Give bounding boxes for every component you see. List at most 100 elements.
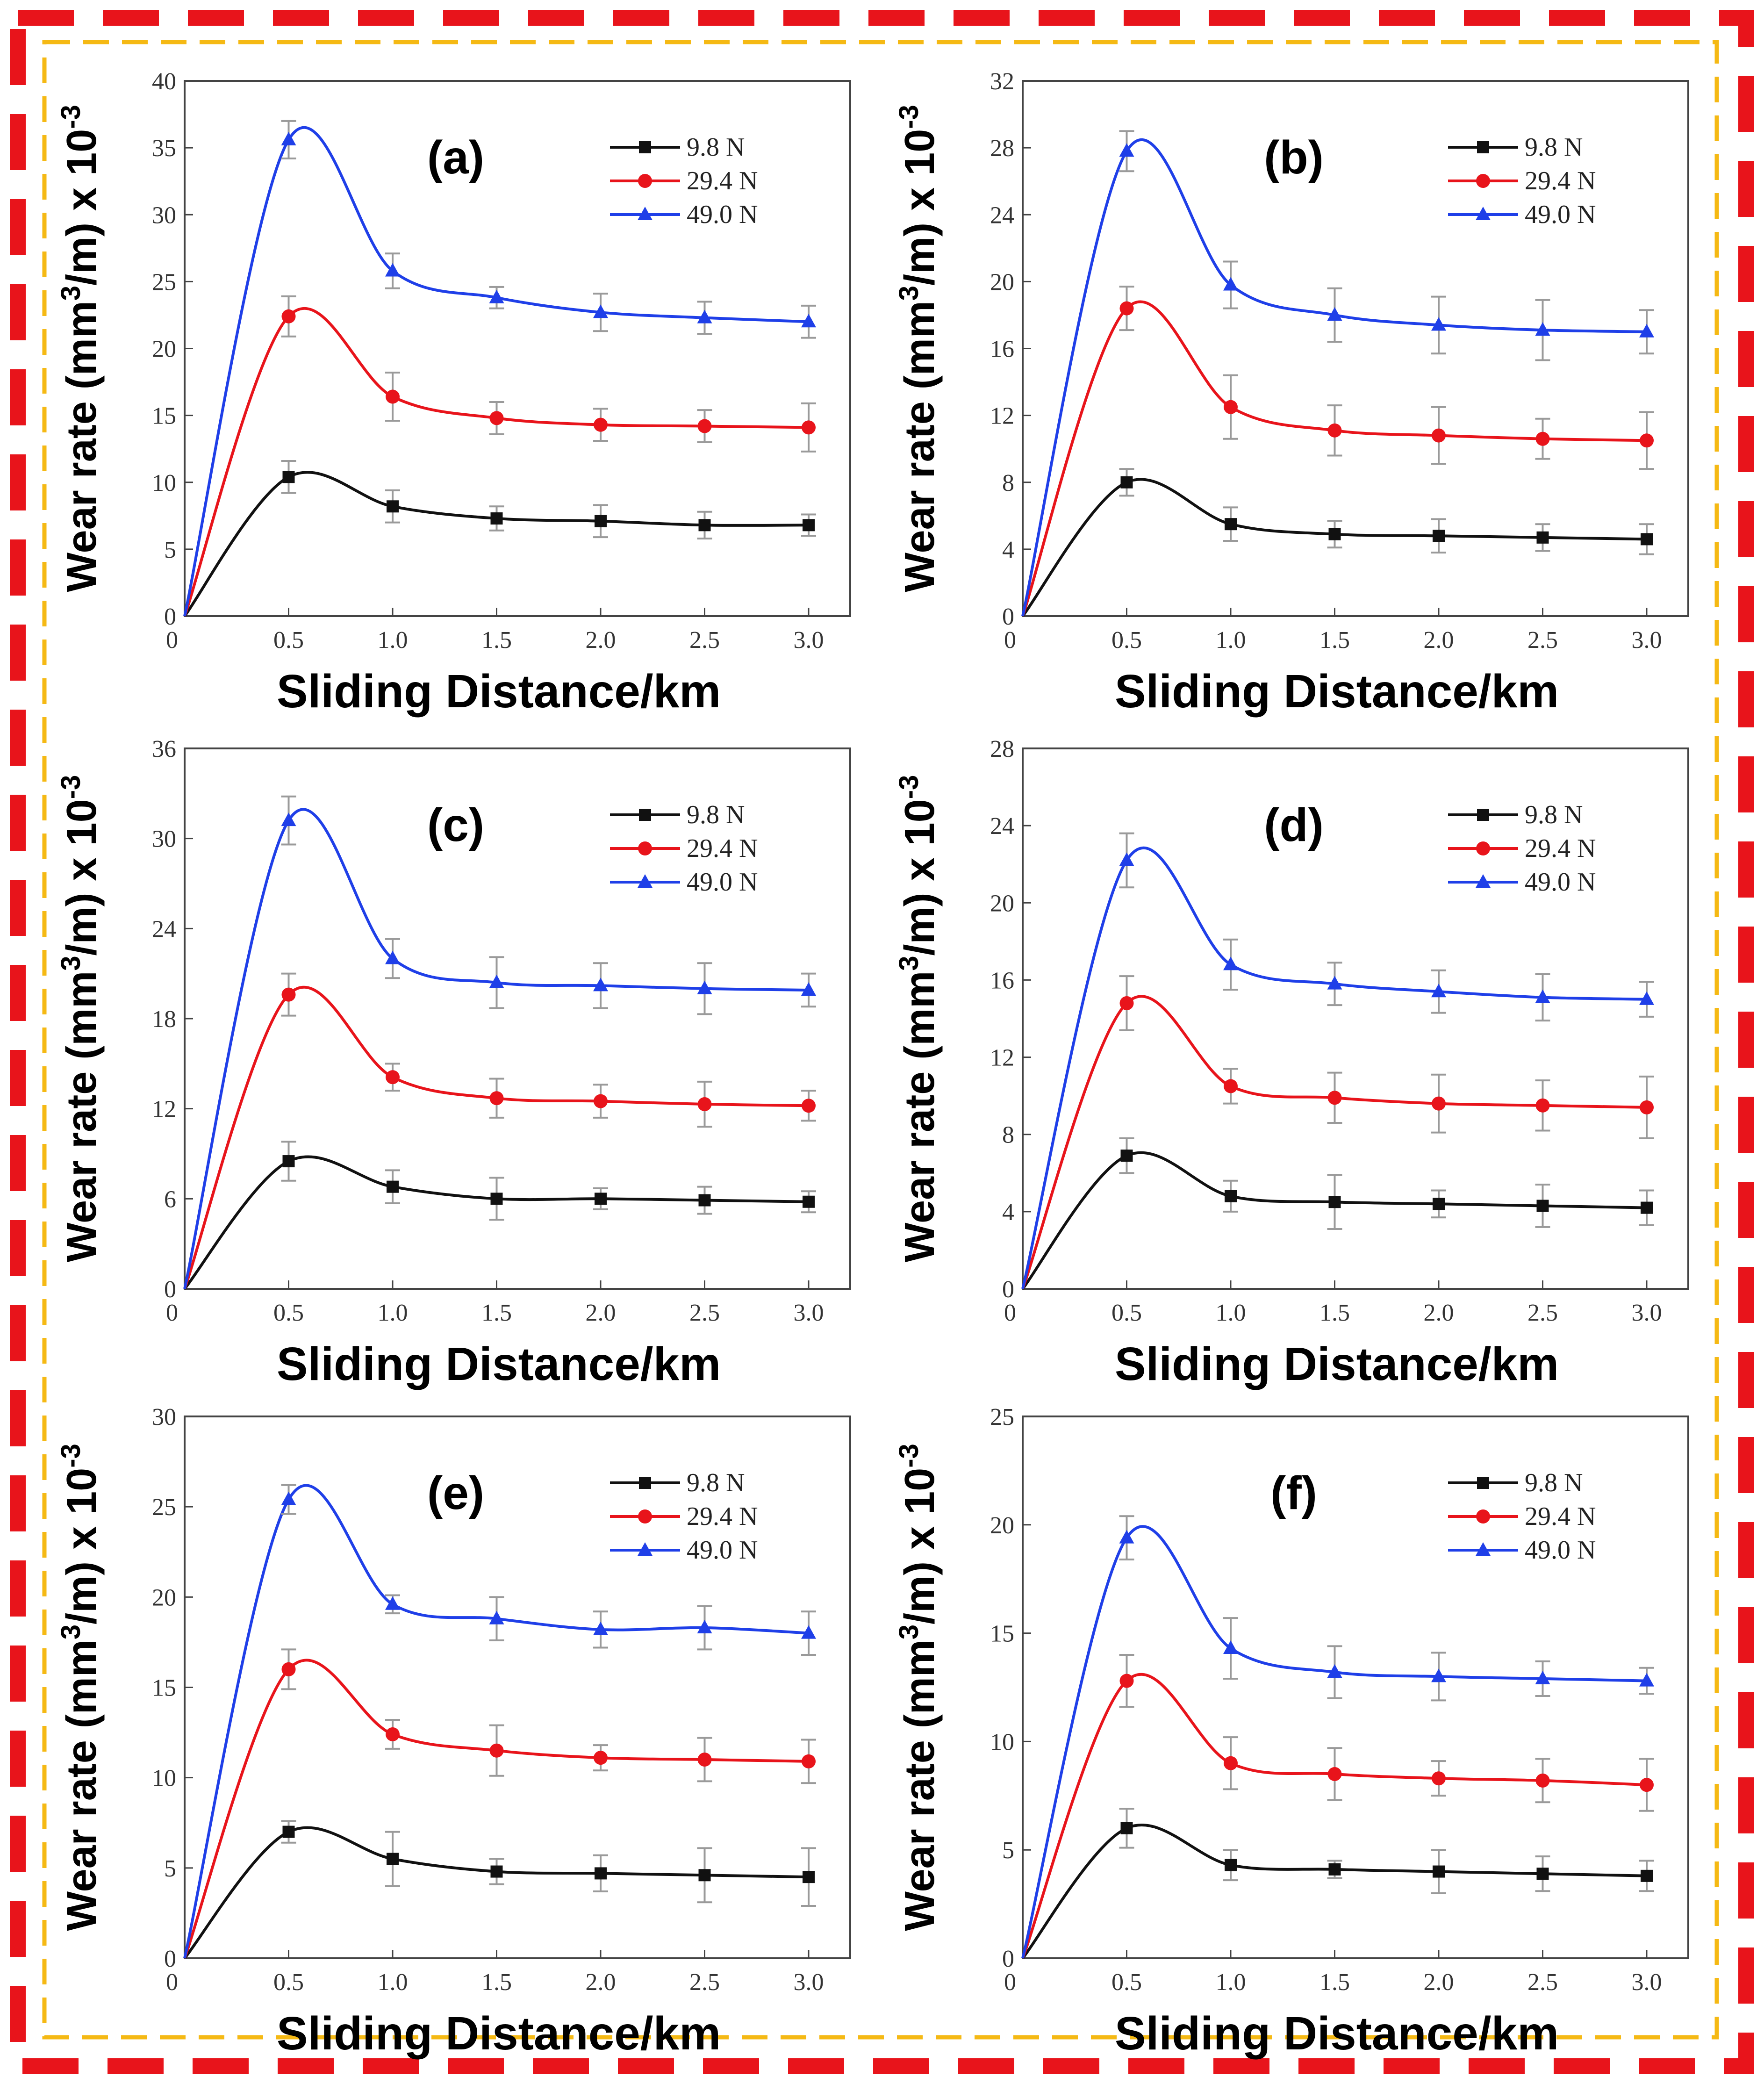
series-line [1021, 300, 1647, 617]
x-tick-label: 1.0 [1216, 1300, 1246, 1326]
data-point [1432, 428, 1446, 443]
x-tick-label: 1.5 [481, 627, 512, 654]
x-tick-label: 0 [166, 1969, 178, 1996]
x-tick-label: 0 [1004, 1300, 1016, 1326]
series-line [183, 126, 809, 617]
data-point [1327, 1767, 1342, 1781]
panel-label: (e) [427, 1467, 484, 1519]
data-point [1225, 1190, 1237, 1202]
legend-label: 9.8 N [1525, 133, 1583, 162]
data-point [1432, 1096, 1446, 1111]
data-point [697, 1097, 712, 1112]
series-line [1021, 995, 1647, 1290]
data-point [801, 314, 816, 328]
legend-marker [1477, 141, 1489, 153]
series-9-8-n [1021, 1137, 1654, 1290]
legend-label: 49.0 N [1525, 200, 1596, 229]
x-tick-label: 0 [1004, 1969, 1016, 1996]
legend: 9.8 N 29.4 N 49.0 N [1448, 800, 1596, 897]
x-tick-label: 0.5 [273, 1969, 304, 1996]
data-point [801, 982, 816, 996]
y-tick-label: 36 [152, 736, 176, 762]
data-point [1328, 528, 1341, 540]
x-tick-label: 1.0 [378, 1969, 408, 1996]
data-point [1119, 301, 1134, 316]
legend-label: 49.0 N [687, 200, 758, 229]
y-tick-label: 35 [152, 135, 176, 162]
data-point [697, 309, 712, 323]
y-tick-label: 32 [990, 68, 1014, 95]
data-point [387, 500, 399, 513]
legend-label: 29.4 N [687, 1502, 758, 1531]
legend-label: 49.0 N [687, 1536, 758, 1565]
data-point [1431, 984, 1446, 998]
data-point [697, 1620, 712, 1634]
data-point [1327, 307, 1342, 321]
series-9-8-n [183, 460, 816, 617]
data-point [1433, 1198, 1445, 1210]
x-tick-label: 2.0 [1424, 627, 1454, 654]
legend-marker [1477, 809, 1489, 821]
data-point [594, 1094, 608, 1108]
legend-marker [638, 174, 652, 188]
y-tick-label: 10 [990, 1729, 1014, 1755]
y-tick-label: 5 [164, 1855, 176, 1882]
legend-label: 49.0 N [687, 868, 758, 897]
y-tick-label: 4 [1002, 1199, 1014, 1226]
x-tick-label: 3.0 [794, 627, 824, 654]
x-tick-label: 3.0 [1632, 1300, 1662, 1326]
data-point [282, 1155, 295, 1168]
data-point [1223, 956, 1238, 970]
data-point [489, 411, 504, 425]
data-point [1119, 852, 1134, 866]
legend-label: 29.4 N [687, 834, 758, 863]
legend-marker [1476, 1509, 1490, 1523]
legend-marker [638, 874, 653, 888]
data-point [1328, 1196, 1341, 1208]
x-tick-label: 1.5 [1319, 627, 1350, 654]
x-tick-label: 2.0 [1424, 1300, 1454, 1326]
data-point [1640, 433, 1654, 448]
data-point [489, 289, 504, 303]
chart-panel-f: 0 5 10 15 20 25 0 0.5 1.0 1.5 2.0 2.5 3.0 9.8 N 29.4 N… [894, 1404, 1689, 2060]
series-9-8-n [1021, 1808, 1654, 1959]
chart-panel-a: 0 5 10 15 20 25 30 35 40 0 0.5 1.0 1.5 2.0 2.5 3.0 9.8 N… [56, 68, 851, 718]
data-point [1119, 1530, 1134, 1544]
y-tick-label: 12 [152, 1096, 176, 1123]
x-axis-title: Sliding Distance/km [1115, 2007, 1559, 2060]
legend-marker [638, 1509, 652, 1523]
x-tick-label: 2.0 [586, 627, 616, 654]
data-point [803, 1871, 815, 1883]
y-tick-label: 0 [164, 1946, 176, 1972]
data-point [802, 1099, 816, 1113]
legend-marker [1476, 207, 1491, 220]
data-point [698, 1194, 711, 1207]
legend-marker [639, 141, 651, 153]
data-point [490, 1193, 503, 1205]
legend-label: 9.8 N [687, 133, 745, 162]
y-tick-label: 20 [990, 269, 1014, 295]
series-29-4-n [183, 1648, 816, 1959]
y-axis-title: Wear rate (mm3/m) x 10-3 [56, 1444, 105, 1931]
legend-label: 9.8 N [687, 800, 745, 829]
panel-label: (c) [427, 799, 484, 851]
y-tick-label: 10 [152, 1765, 176, 1792]
data-point [1223, 1640, 1238, 1654]
series-line [183, 985, 809, 1289]
y-tick-label: 0 [1002, 1946, 1014, 1972]
legend-marker [1476, 174, 1490, 188]
y-tick-label: 16 [990, 967, 1014, 994]
legend: 9.8 N 29.4 N 49.0 N [1448, 1468, 1596, 1565]
x-axis-title: Sliding Distance/km [1115, 665, 1559, 718]
data-point [1225, 518, 1237, 531]
data-point [1535, 1098, 1550, 1113]
series-29-4-n [1021, 975, 1654, 1290]
y-tick-label: 20 [990, 890, 1014, 917]
series-line [1021, 846, 1647, 1289]
y-axis-title: Wear rate (mm3/m) x 10-3 [56, 105, 105, 592]
data-point [1120, 1822, 1133, 1834]
data-point [281, 1491, 296, 1505]
chart-panel-e: 0 5 10 15 20 25 30 0 0.5 1.0 1.5 2.0 2.5 3.0 9.8 N 29.4… [56, 1404, 851, 2060]
data-point [281, 1662, 296, 1676]
